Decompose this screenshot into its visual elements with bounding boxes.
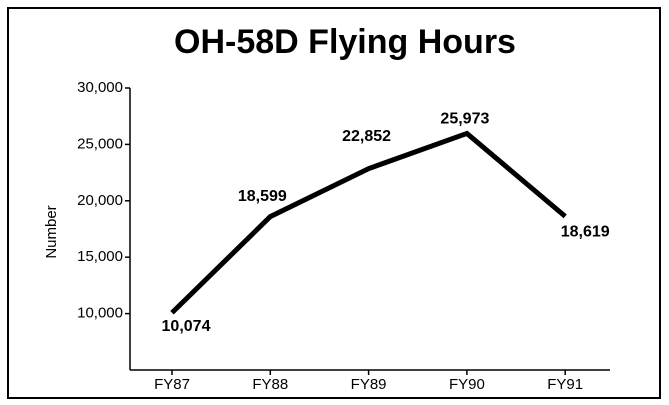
x-tick-label: FY89: [351, 376, 387, 393]
data-label: 18,599: [238, 188, 287, 205]
y-tick-label: 10,000: [77, 305, 123, 322]
x-tick-label: FY91: [547, 376, 583, 393]
y-axis-label: Number: [43, 205, 60, 258]
data-label: 10,074: [162, 318, 211, 335]
y-tick-label: 20,000: [77, 192, 123, 209]
chart-title: OH-58D Flying Hours: [174, 23, 516, 61]
x-tick-label: FY88: [252, 376, 288, 393]
x-tick-label: FY87: [154, 376, 190, 393]
data-label: 18,619: [561, 224, 610, 241]
frame: [7, 7, 661, 399]
y-tick-label: 30,000: [77, 79, 123, 96]
x-tick-label: FY90: [449, 376, 485, 393]
data-label: 22,852: [342, 128, 391, 145]
data-line: [170, 130, 567, 315]
data-label: 25,973: [440, 111, 489, 128]
y-tick-label: 15,000: [77, 248, 123, 265]
y-tick-label: 25,000: [77, 135, 123, 152]
